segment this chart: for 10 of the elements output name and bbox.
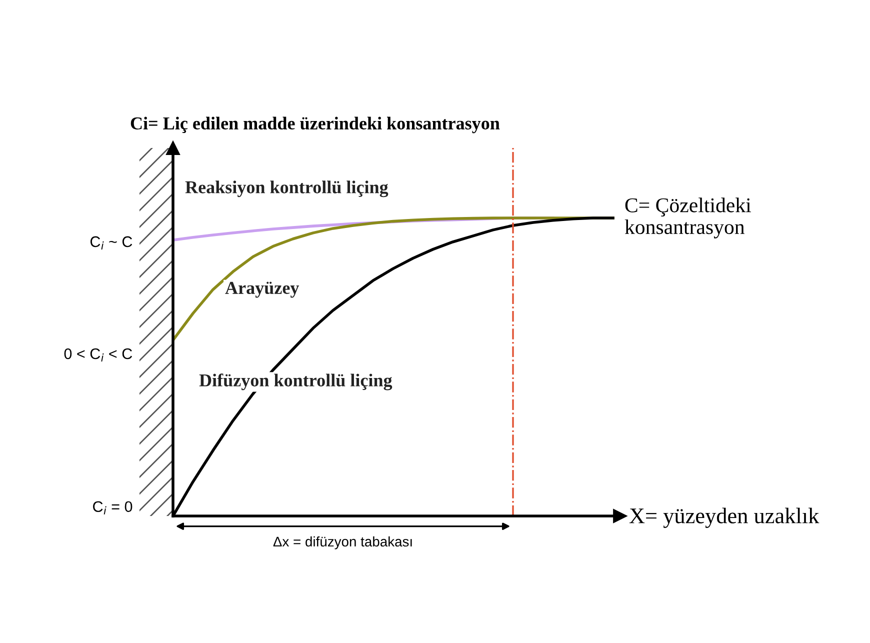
text: 0 < C$_{i}$ < C — [64, 348, 132, 362]
text: Δx = difüzyon tabakası — [273, 536, 412, 550]
series-label: Difüzyon kontrollü liçing — [199, 374, 392, 390]
y-axis-title: Ci= Liç edilen madde üzerindeki konsantrasyon — [130, 116, 500, 134]
series-label: Arayüzey — [225, 282, 300, 298]
x-axis-title: X= yüzeyden uzaklık — [629, 508, 820, 528]
text: C= Çözeltideki konsantrasyon — [624, 198, 751, 238]
series-label: Reaksiyon kontrollü liçing — [185, 180, 388, 198]
text: C$_{i}$ = 0 — [93, 501, 132, 514]
text: C$_{i}$ ~ C — [90, 236, 132, 250]
